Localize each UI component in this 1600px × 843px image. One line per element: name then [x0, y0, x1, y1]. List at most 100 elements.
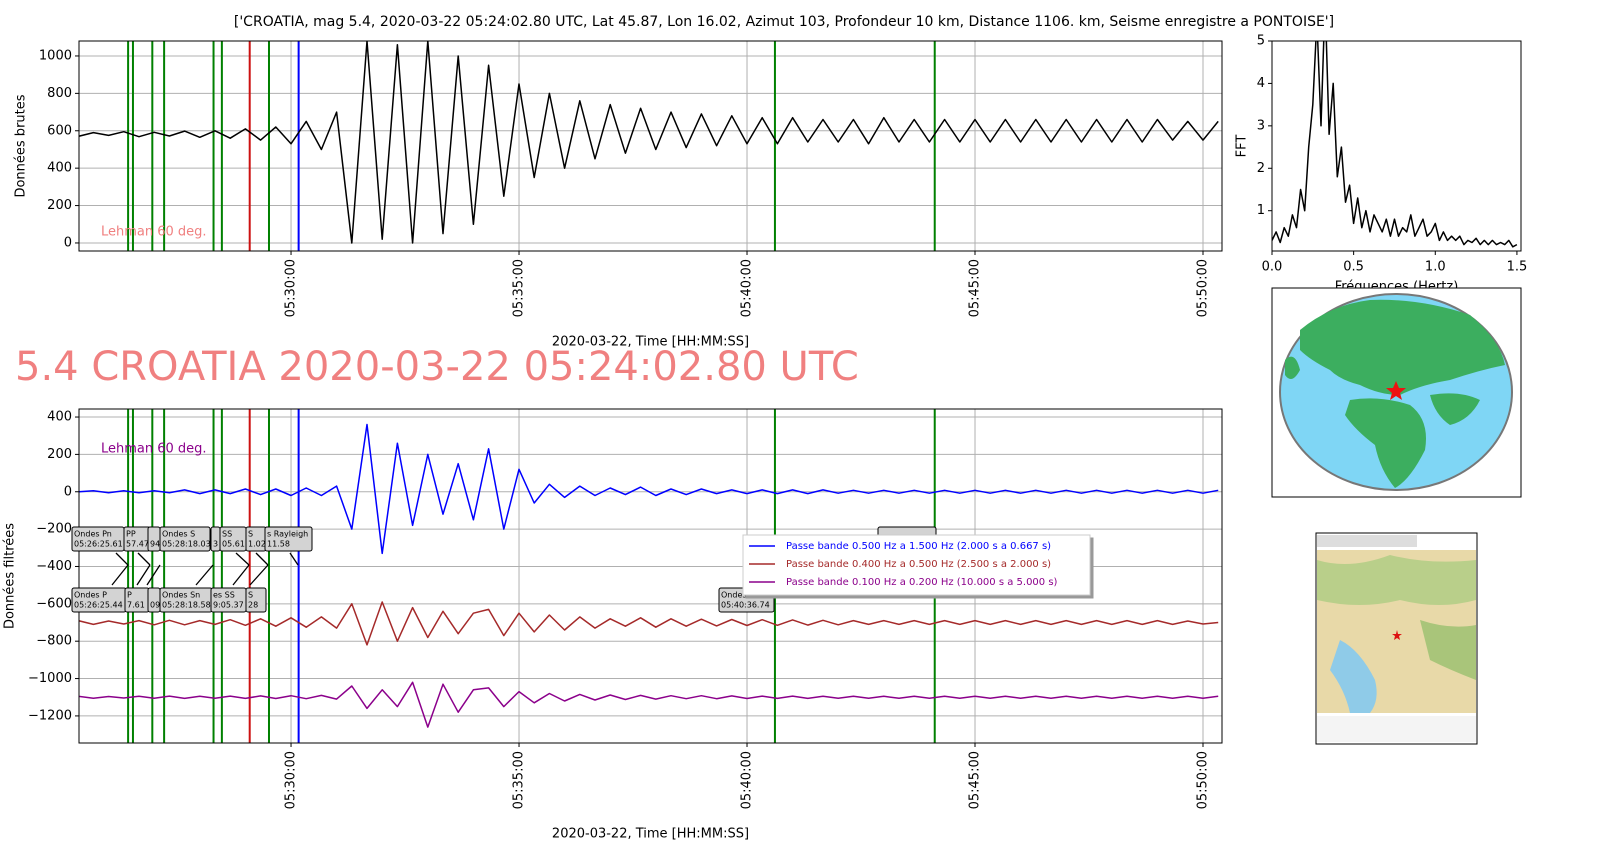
annotation: Lehman 60 deg.	[101, 225, 207, 240]
phase-box	[264, 526, 313, 552]
phase-label: s Rayleigh	[267, 530, 308, 539]
phase-label: 05:26:25.44	[74, 601, 123, 610]
y-tick-label: 0	[64, 484, 72, 499]
charts: 0 200 400 600 800 1000 05:30:00 05:35:00 05:40:0…	[3, 34, 1528, 842]
phase-box	[159, 526, 211, 552]
x-axis-label: 2020-03-22, Time [HH:MM:SS]	[552, 335, 749, 350]
phase-label: 05:26:25.61	[74, 540, 123, 549]
trace	[79, 423, 1219, 555]
y-axis-label: Données filtrées	[3, 523, 18, 629]
x-axis-label: 2020-03-22, Time [HH:MM:SS]	[552, 827, 749, 842]
x-tick-label: 0.5	[1343, 260, 1364, 275]
plot-clip	[79, 41, 1222, 251]
phase-arrow	[249, 564, 269, 586]
plot-clip	[1272, 41, 1518, 248]
phase-arrow	[115, 552, 129, 566]
y-tick-label: 400	[47, 161, 72, 176]
phase-label: 05:40:36.74	[721, 601, 770, 610]
y-tick-label: 600	[47, 123, 72, 138]
x-tick-label: 05:45:00	[968, 259, 983, 317]
trace	[79, 681, 1219, 728]
y-tick-label: −600	[36, 596, 72, 611]
y-tick-label: −800	[36, 634, 72, 649]
y-tick-label: 4	[1257, 76, 1265, 91]
phase-label: Ondes Pn	[74, 530, 112, 539]
phase-box	[245, 587, 267, 613]
x-tick-label: 1.5	[1507, 260, 1528, 275]
region-map	[1315, 532, 1478, 745]
y-tick-label: −400	[36, 559, 72, 574]
phase-label: P	[127, 591, 132, 600]
x-tick-label: 05:30:00	[284, 259, 299, 317]
phase-label: PP	[126, 530, 136, 539]
phase-label: 11.58	[267, 540, 290, 549]
globe-map	[1271, 287, 1522, 498]
plot-frame	[1271, 40, 1522, 252]
trace	[79, 601, 1219, 646]
headline: 5.4 CROATIA 2020-03-22 05:24:02.80 UTC	[15, 344, 859, 390]
y-tick-label: 200	[47, 198, 72, 213]
phase-arrow	[137, 552, 151, 566]
phase-label: 05:28:18.58	[162, 601, 211, 610]
phase-label: 7.61	[127, 601, 145, 610]
trace	[1272, 41, 1518, 248]
legend-box	[742, 534, 1091, 596]
phase-label: 28	[248, 601, 258, 610]
y-tick-label: −1200	[28, 708, 72, 723]
annotation: Lehman 60 deg.	[101, 442, 207, 457]
phase-label: es SS	[213, 591, 235, 600]
phase-label: Ondes S	[162, 530, 195, 539]
phase-label: 3	[213, 540, 218, 549]
y-tick-label: 800	[47, 86, 72, 101]
y-tick-label: 200	[47, 447, 72, 462]
x-tick-label: 0.0	[1262, 260, 1283, 275]
trace	[79, 41, 1219, 244]
phase-label: 57.47	[126, 540, 149, 549]
legend-label: Passe bande 0.500 Hz a 1.500 Hz (2.000 s…	[786, 541, 1051, 552]
y-tick-label: 5	[1257, 34, 1265, 49]
y-axis-label: FFT	[1235, 135, 1250, 158]
y-tick-label: −200	[36, 522, 72, 537]
phase-arrow	[136, 564, 151, 586]
x-tick-label: 1.0	[1425, 260, 1446, 275]
y-tick-label: 3	[1257, 118, 1265, 133]
suptitle: ['CROATIA, mag 5.4, 2020-03-22 05:24:02.…	[234, 14, 1334, 30]
phase-label: SS	[222, 530, 232, 539]
phase-arrow	[235, 552, 250, 566]
phase-label: Ondes	[721, 591, 747, 600]
phase-arrow	[146, 564, 161, 586]
phase-label: 94	[150, 540, 160, 549]
y-axis-label: Données brutes	[14, 94, 29, 197]
phase-arrow	[255, 552, 269, 566]
x-tick-label: 05:30:00	[284, 751, 299, 809]
y-tick-label: 400	[47, 410, 72, 425]
phase-label: 09	[150, 601, 160, 610]
y-tick-label: 0	[64, 235, 72, 250]
y-tick-label: 1000	[39, 48, 72, 63]
legend-label: Passe bande 0.400 Hz a 0.500 Hz (2.500 s…	[786, 559, 1051, 570]
phase-arrow	[289, 552, 299, 566]
x-tick-label: 05:40:00	[740, 751, 755, 809]
y-tick-label: 2	[1257, 161, 1265, 176]
phase-label: 05.61	[222, 540, 245, 549]
y-tick-label: −1000	[28, 671, 72, 686]
phase-label: S	[248, 591, 253, 600]
phase-arrow	[195, 564, 214, 586]
phase-label: 9:05.37	[213, 601, 244, 610]
phase-label: S	[248, 530, 253, 539]
phase-label: Ondes P	[74, 591, 107, 600]
x-tick-label: 05:50:00	[1196, 259, 1211, 317]
phase-arrow	[111, 564, 129, 586]
plot-frame	[78, 408, 1223, 744]
y-tick-label: 1	[1257, 203, 1265, 218]
x-tick-label: 05:50:00	[1196, 751, 1211, 809]
phase-arrow	[232, 564, 250, 586]
x-tick-label: 05:40:00	[740, 259, 755, 317]
x-tick-label: 05:45:00	[968, 751, 983, 809]
legend-label: Passe bande 0.100 Hz a 0.200 Hz (10.000 …	[786, 577, 1058, 588]
overlay: Passe bande 0.500 Hz a 1.500 Hz (2.000 s…	[742, 534, 1091, 596]
x-tick-label: 05:35:00	[512, 751, 527, 809]
phase-label: 05:28:18.03	[162, 540, 211, 549]
phase-label: Ondes Sn	[162, 591, 200, 600]
